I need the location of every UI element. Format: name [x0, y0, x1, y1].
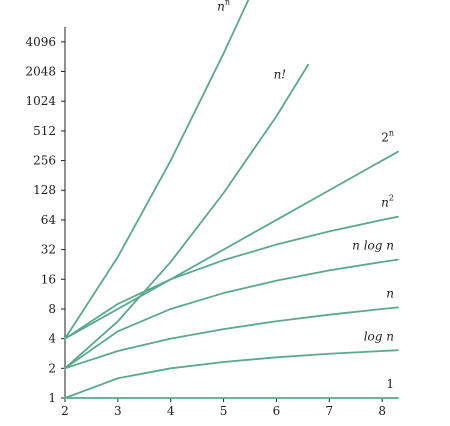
- y-tick-label: 4: [48, 332, 56, 346]
- series-label-6: log n: [364, 329, 394, 343]
- series-label-sup: 2: [389, 194, 394, 203]
- series-label-base: n!: [274, 68, 287, 82]
- y-tick-label: 2048: [25, 65, 56, 79]
- x-tick-label: 3: [114, 404, 122, 418]
- series-line-6: [64, 349, 399, 399]
- y-tick-label: 4096: [25, 35, 56, 49]
- x-tick-label: 8: [378, 404, 386, 418]
- series-label-sup: n: [225, 0, 230, 6]
- series-lines: [64, 0, 399, 399]
- y-tick-labels: 1 2 4 8 16 32 64 128 256 512 1024 2048 4096: [25, 35, 56, 405]
- series-label-4: n log n: [352, 239, 394, 253]
- series-label-1: n!: [274, 68, 287, 82]
- series-line-1: [64, 63, 310, 370]
- y-tick-label: 256: [33, 154, 56, 168]
- x-tick-labels: 2 3 4 5 6 7 8: [61, 404, 386, 418]
- x-tick-label: 2: [61, 404, 69, 418]
- x-tick-label: 6: [273, 404, 281, 418]
- x-tick-label: 7: [325, 404, 333, 418]
- series-label-base: n: [381, 196, 389, 210]
- series-label-2: 2n: [381, 129, 394, 145]
- x-tick-label: 5: [220, 404, 228, 418]
- series-label-sup: n: [389, 129, 394, 138]
- y-tick-label: 1: [48, 391, 56, 405]
- series-label-3: n2: [381, 194, 394, 210]
- series-label-base: n log n: [352, 239, 394, 253]
- series-label-base: n: [217, 0, 225, 13]
- series-line-0: [64, 0, 250, 340]
- y-tick-label: 2: [48, 361, 56, 375]
- y-tick-label: 64: [41, 213, 57, 227]
- y-tick-label: 1024: [25, 94, 56, 108]
- y-tick-label: 8: [48, 302, 56, 316]
- series-label-5: n: [386, 286, 394, 300]
- series-line-4: [64, 258, 399, 370]
- series-line-3: [64, 215, 399, 340]
- y-tick-label: 32: [41, 243, 56, 257]
- series-label-base: log n: [364, 329, 394, 343]
- y-tick-label: 128: [33, 183, 56, 197]
- y-tick-label: 512: [33, 124, 56, 138]
- axes: [61, 27, 398, 402]
- series-label-0: nn: [217, 0, 230, 13]
- series-label-base: 1: [386, 377, 394, 391]
- y-tick-label: 16: [41, 272, 56, 286]
- series-label-7: 1: [386, 377, 394, 391]
- x-tick-label: 4: [167, 404, 175, 418]
- series-line-2: [64, 150, 399, 340]
- series-line-5: [64, 306, 399, 370]
- series-label-base: 2: [381, 131, 389, 145]
- series-label-base: n: [386, 286, 394, 300]
